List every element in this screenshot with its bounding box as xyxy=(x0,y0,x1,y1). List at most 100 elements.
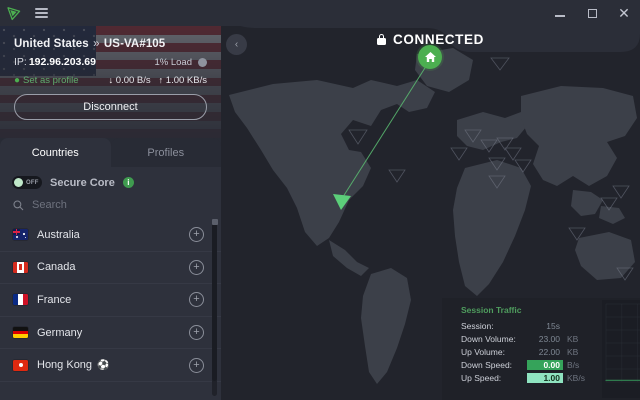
location-pin-icon: ● xyxy=(14,74,21,86)
live-speeds: ↓ 0.00 B/s ↑ 1.00 KB/s xyxy=(109,75,207,86)
add-to-profile-button[interactable]: + xyxy=(189,292,204,308)
connected-server: US-VA#105 xyxy=(103,38,166,50)
search-input[interactable] xyxy=(32,199,182,211)
country-list[interactable]: Australia + Canada + France + Germany + Hong Kon… xyxy=(0,219,221,399)
home-location-marker[interactable] xyxy=(418,45,442,69)
flag-icon-au xyxy=(13,229,28,241)
sidebar: United States » US-VA#105 IP: 192.96.203… xyxy=(0,26,221,400)
country-name: Australia xyxy=(37,228,80,241)
connected-country: United States xyxy=(14,38,89,50)
map-continents xyxy=(229,48,637,384)
profile-speed-row: ● Set as profile ↓ 0.00 B/s ↑ 1.00 KB/s xyxy=(14,75,207,86)
session-duration-value: 15s xyxy=(546,320,560,331)
session-row-up-volume: Up Volume: 22.00 KB xyxy=(461,345,601,358)
title-bar: ✕ xyxy=(0,0,640,26)
country-name: France xyxy=(37,293,72,306)
country-row-hk[interactable]: Hong Kong ⚽ + xyxy=(0,349,221,382)
search-row[interactable] xyxy=(0,195,221,219)
ip-label: IP: xyxy=(14,56,27,68)
server-load-dot-icon xyxy=(198,57,207,67)
session-row-down-volume: Down Volume: 23.00 KB xyxy=(461,332,601,345)
upload-arrow-icon: ↑ xyxy=(158,75,164,85)
close-button[interactable]: ✕ xyxy=(618,5,630,21)
title-separator: » xyxy=(93,38,100,50)
down-volume-unit: KB xyxy=(567,333,579,344)
secure-core-toggle-state: OFF xyxy=(26,179,39,186)
session-row-up-speed: Up Speed: 1.00 KB/s xyxy=(461,371,601,384)
session-traffic-title: Session Traffic xyxy=(461,305,522,315)
connection-line xyxy=(340,59,431,201)
country-name: Hong Kong xyxy=(37,359,93,372)
upload-speed-group: ↑ 1.00 KB/s xyxy=(159,75,207,86)
server-load: 1% Load xyxy=(154,57,207,68)
flag-icon-hk xyxy=(13,359,28,371)
country-list-scrollbar-thumb[interactable] xyxy=(212,223,217,382)
ip-row: IP: 192.96.203.69 1% Load xyxy=(14,56,207,68)
down-speed-unit: B/s xyxy=(567,359,580,370)
session-row-duration: Session: 15s xyxy=(461,319,601,332)
tab-profiles[interactable]: Profiles xyxy=(110,138,221,167)
maximize-button[interactable] xyxy=(576,0,608,26)
search-icon xyxy=(13,199,24,210)
up-speed-unit: KB/s xyxy=(567,372,585,383)
scrollbar-top-cap xyxy=(211,219,218,225)
traffic-chart: TIME TRAFFIC xyxy=(602,300,640,398)
connection-card: United States » US-VA#105 IP: 192.96.203… xyxy=(0,26,221,138)
down-volume-value: 23.00 xyxy=(538,333,560,344)
session-duration-label: Session: xyxy=(461,320,494,331)
home-icon xyxy=(424,52,436,62)
set-as-profile-label: Set as profile xyxy=(23,75,79,86)
down-volume-label: Down Volume: xyxy=(461,333,516,344)
sidebar-tabs: Countries Profiles xyxy=(0,138,221,167)
server-load-text: 1% Load xyxy=(154,56,192,68)
flag-icon-de xyxy=(13,327,28,339)
secure-core-row: OFF Secure Core i xyxy=(0,167,221,195)
country-name: Germany xyxy=(37,326,83,339)
secure-core-toggle[interactable]: OFF xyxy=(12,176,42,189)
session-traffic-panel: Session Traffic Session: 15s Down Volume… xyxy=(442,298,640,400)
session-stats: Session Traffic Session: 15s Down Volume… xyxy=(461,305,601,384)
up-speed-label: Up Speed: xyxy=(461,372,502,383)
disconnect-button[interactable]: Disconnect xyxy=(14,94,207,120)
country-row-fr[interactable]: France + xyxy=(0,284,221,317)
down-speed-label: Down Speed: xyxy=(461,359,513,370)
up-volume-unit: KB xyxy=(567,346,579,357)
up-speed-value: 1.00 xyxy=(527,372,563,383)
download-speed-value: 0.00 B/s xyxy=(115,75,151,86)
tab-countries[interactable]: Countries xyxy=(0,138,111,167)
chevron-left-icon: ‹ xyxy=(234,39,239,50)
disconnect-wrapper: Disconnect xyxy=(0,86,221,120)
down-speed-value: 0.00 xyxy=(527,359,563,370)
hamburger-menu-icon[interactable] xyxy=(28,0,54,26)
add-to-profile-button[interactable]: + xyxy=(189,227,204,243)
country-name: Canada xyxy=(37,261,76,274)
up-volume-label: Up Volume: xyxy=(461,346,505,357)
up-volume-value: 22.00 xyxy=(538,346,560,357)
traffic-chart-svg xyxy=(602,300,640,398)
download-arrow-icon: ↓ xyxy=(108,75,114,85)
country-row-ca[interactable]: Canada + xyxy=(0,252,221,285)
lock-icon xyxy=(377,33,387,45)
country-row-de[interactable]: Germany + xyxy=(0,317,221,350)
set-as-profile-button[interactable]: ● Set as profile xyxy=(14,75,79,86)
protonvpn-logo-glyph xyxy=(7,6,21,20)
connection-title: United States » US-VA#105 xyxy=(14,38,207,50)
add-to-profile-button[interactable]: + xyxy=(189,259,204,275)
add-to-profile-button[interactable]: + xyxy=(189,325,204,341)
info-icon[interactable]: i xyxy=(122,177,134,188)
connection-status-text: CONNECTED xyxy=(393,31,484,47)
download-speed-group: ↓ 0.00 B/s xyxy=(109,75,151,86)
minimize-button[interactable] xyxy=(544,0,576,26)
add-to-profile-button[interactable]: + xyxy=(189,357,204,373)
secure-core-label: Secure Core xyxy=(50,176,115,189)
connection-info: United States » US-VA#105 IP: 192.96.203… xyxy=(0,26,221,86)
country-row-au[interactable]: Australia + xyxy=(0,219,221,252)
flag-icon-ca xyxy=(13,261,28,273)
map-panel[interactable]: CONNECTED ‹ Session Traffic Session: 15s… xyxy=(221,0,640,400)
country-rows: Australia + Canada + France + Germany + Hong Kon… xyxy=(0,219,221,382)
toggle-knob xyxy=(14,178,23,187)
sidebar-collapse-button[interactable]: ‹ xyxy=(226,34,247,55)
tor-icon: ⚽ xyxy=(97,359,110,371)
session-row-down-speed: Down Speed: 0.00 B/s xyxy=(461,358,601,371)
